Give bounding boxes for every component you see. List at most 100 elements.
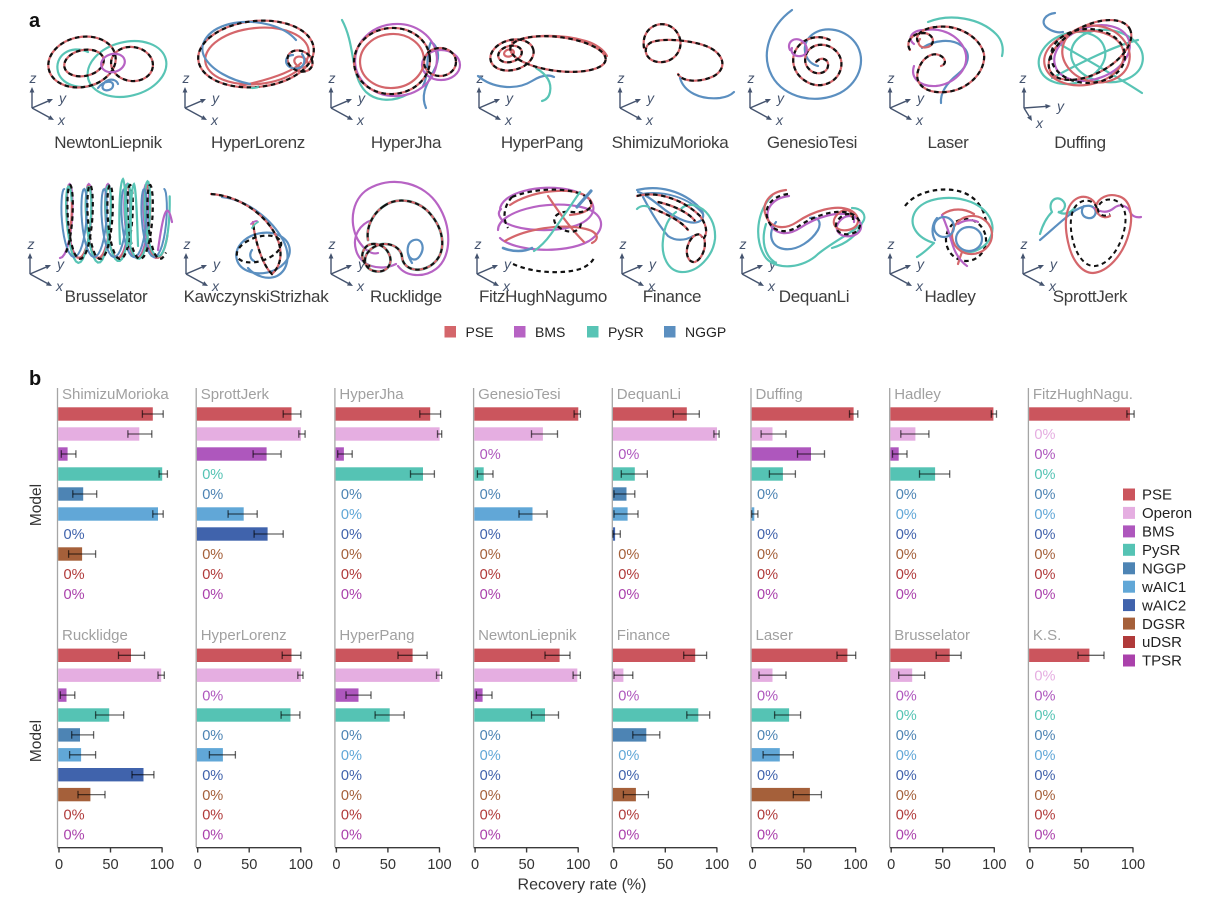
svg-text:0%: 0% [757, 728, 778, 744]
svg-text:z: z [887, 236, 895, 252]
svg-text:y: y [357, 256, 366, 272]
svg-text:0%: 0% [64, 828, 85, 844]
svg-text:0%: 0% [896, 527, 917, 543]
svg-text:50: 50 [796, 857, 812, 873]
svg-text:wAIC2: wAIC2 [1141, 597, 1186, 614]
svg-text:0%: 0% [896, 728, 917, 744]
svg-text:HyperPang: HyperPang [339, 627, 414, 644]
svg-text:GenesioTesi: GenesioTesi [767, 133, 857, 152]
svg-text:0%: 0% [757, 768, 778, 784]
svg-text:uDSR: uDSR [1142, 634, 1182, 651]
svg-text:HyperPang: HyperPang [501, 133, 583, 152]
svg-text:Hadley: Hadley [924, 287, 976, 306]
svg-text:x: x [1048, 278, 1057, 294]
svg-text:Rucklidge: Rucklidge [62, 627, 128, 644]
svg-text:Hadley: Hadley [894, 386, 941, 403]
svg-text:HyperJha: HyperJha [339, 386, 404, 403]
svg-text:x: x [915, 112, 924, 128]
svg-text:100: 100 [427, 857, 451, 873]
svg-text:0%: 0% [896, 547, 917, 563]
svg-text:0%: 0% [480, 547, 501, 563]
svg-text:0%: 0% [480, 748, 501, 764]
svg-text:0%: 0% [896, 788, 917, 804]
svg-text:0: 0 [194, 857, 202, 873]
svg-text:z: z [328, 236, 336, 252]
svg-text:y: y [505, 90, 514, 106]
svg-text:PSE: PSE [1142, 487, 1172, 504]
svg-text:50: 50 [241, 857, 257, 873]
svg-text:0%: 0% [618, 547, 639, 563]
svg-text:0%: 0% [1034, 427, 1055, 443]
svg-text:a: a [29, 10, 41, 32]
svg-text:Finance: Finance [643, 287, 701, 306]
svg-text:0%: 0% [341, 587, 362, 603]
svg-text:NGGP: NGGP [1142, 561, 1186, 578]
svg-text:0%: 0% [480, 808, 501, 824]
svg-text:0%: 0% [341, 768, 362, 784]
svg-text:x: x [211, 278, 220, 294]
svg-text:0%: 0% [1034, 688, 1055, 704]
svg-text:DequanLi: DequanLi [779, 287, 849, 306]
svg-text:100: 100 [982, 857, 1006, 873]
svg-text:0%: 0% [757, 527, 778, 543]
svg-text:100: 100 [150, 857, 174, 873]
svg-text:0%: 0% [64, 567, 85, 583]
svg-text:x: x [210, 112, 219, 128]
svg-text:NewtonLiepnik: NewtonLiepnik [478, 627, 577, 644]
svg-text:0%: 0% [896, 748, 917, 764]
svg-text:0%: 0% [757, 487, 778, 503]
svg-text:Duffing: Duffing [1054, 133, 1105, 152]
svg-text:0%: 0% [64, 587, 85, 603]
svg-text:0%: 0% [896, 688, 917, 704]
svg-text:0%: 0% [896, 768, 917, 784]
svg-text:0%: 0% [1034, 447, 1055, 463]
svg-text:0%: 0% [64, 527, 85, 543]
svg-text:0%: 0% [341, 567, 362, 583]
svg-text:z: z [328, 70, 336, 86]
svg-text:50: 50 [1073, 857, 1089, 873]
svg-text:z: z [27, 236, 35, 252]
svg-text:ShimizuMorioka: ShimizuMorioka [612, 133, 730, 152]
svg-text:x: x [502, 278, 511, 294]
svg-text:100: 100 [843, 857, 867, 873]
svg-text:ShimizuMorioka: ShimizuMorioka [62, 386, 169, 403]
svg-text:x: x [55, 278, 64, 294]
svg-text:0%: 0% [64, 808, 85, 824]
svg-text:y: y [1056, 98, 1065, 114]
svg-text:DequanLi: DequanLi [617, 386, 681, 403]
svg-text:x: x [767, 278, 776, 294]
svg-text:0%: 0% [202, 547, 223, 563]
svg-text:0%: 0% [341, 487, 362, 503]
svg-text:Model: Model [28, 720, 45, 762]
svg-text:SprottJerk: SprottJerk [201, 386, 270, 403]
svg-text:50: 50 [657, 857, 673, 873]
svg-text:50: 50 [518, 857, 534, 873]
svg-text:0%: 0% [757, 828, 778, 844]
svg-text:z: z [1019, 70, 1027, 86]
svg-text:0%: 0% [618, 688, 639, 704]
svg-text:SprottJerk: SprottJerk [1053, 287, 1128, 306]
svg-text:PySR: PySR [1142, 542, 1181, 559]
svg-text:0%: 0% [202, 828, 223, 844]
svg-text:0: 0 [887, 857, 895, 873]
svg-text:0%: 0% [896, 828, 917, 844]
svg-text:0%: 0% [757, 567, 778, 583]
svg-text:BMS: BMS [535, 324, 565, 340]
svg-text:y: y [648, 256, 657, 272]
svg-text:0%: 0% [896, 808, 917, 824]
svg-text:0%: 0% [341, 527, 362, 543]
svg-text:0%: 0% [1034, 828, 1055, 844]
svg-text:0%: 0% [480, 527, 501, 543]
svg-text:0%: 0% [202, 808, 223, 824]
svg-text:Brusselator: Brusselator [894, 627, 970, 644]
svg-text:0%: 0% [480, 788, 501, 804]
svg-text:0%: 0% [480, 768, 501, 784]
svg-text:100: 100 [289, 857, 313, 873]
svg-text:0%: 0% [341, 728, 362, 744]
svg-text:HyperLorenz: HyperLorenz [201, 627, 287, 644]
svg-text:0%: 0% [1034, 567, 1055, 583]
svg-text:z: z [474, 236, 482, 252]
svg-text:y: y [916, 90, 925, 106]
svg-text:0%: 0% [341, 828, 362, 844]
svg-text:z: z [29, 70, 37, 86]
